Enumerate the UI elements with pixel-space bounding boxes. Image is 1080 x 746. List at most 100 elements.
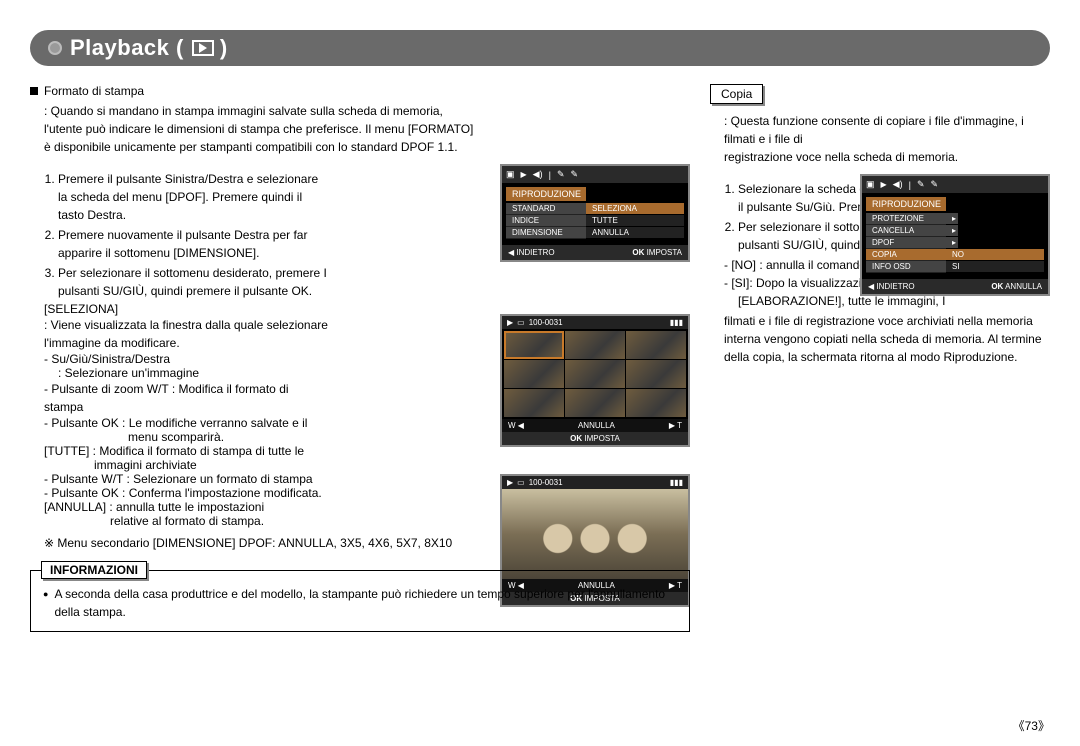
- left-steps: Premere il pulsante Sinistra/Destra e se…: [58, 170, 330, 300]
- intro-line: : Quando si mandano in stampa immagini s…: [44, 104, 443, 118]
- ok2: - Pulsante OK : Conferma l'impostazione …: [44, 486, 330, 500]
- seleziona-body: : Viene visualizzata la finestra dalla q…: [44, 316, 330, 352]
- tab-icon: ▶: [521, 170, 527, 179]
- title-text-after: ): [220, 35, 228, 61]
- lcd-thumbnails: ▶ ▭ 100-0031 ▮▮▮: [500, 314, 690, 447]
- tab-icon: ◀): [893, 179, 903, 190]
- annulla-body: relative al formato di stampa.: [110, 514, 330, 528]
- content-columns: Formato di stampa : Quando si mandano in…: [30, 84, 1050, 632]
- intro-line: registrazione voce nella scheda di memor…: [724, 150, 958, 164]
- folder-icon: ▭: [517, 318, 525, 327]
- menu-item-selected: COPIA: [866, 249, 946, 261]
- menu-item: DPOF: [866, 237, 946, 249]
- menu-value: NO: [946, 249, 1044, 261]
- info-box: INFORMAZIONI A seconda della casa produt…: [30, 570, 690, 632]
- menu-item: DIMENSIONE: [506, 227, 586, 239]
- thumbnail: [565, 389, 625, 417]
- square-bullet-icon: [30, 87, 38, 95]
- thumbnail: [626, 389, 686, 417]
- zoom-t: ▶ T: [669, 421, 682, 430]
- step: Premere nuovamente il pulsante Destra pe…: [58, 226, 330, 262]
- seleziona-label: [SELEZIONA]: [44, 302, 330, 316]
- title-text-before: Playback (: [70, 35, 184, 61]
- lcd-ok: OK IMPOSTA: [632, 248, 682, 257]
- left-intro: : Quando si mandano in stampa immagini s…: [44, 102, 690, 156]
- wt-line: - Pulsante di zoom W/T : Modifica il for…: [44, 380, 330, 416]
- annulla-label: [ANNULLA] : annulla tutte le impostazion…: [44, 500, 330, 514]
- info-tab: INFORMAZIONI: [41, 561, 147, 579]
- tab-icon: ✎: [930, 179, 938, 190]
- thumbnail: [504, 331, 564, 359]
- tutte-label: [TUTTE] : Modifica il formato di stampa …: [44, 444, 330, 458]
- menu-value: ANNULLA: [586, 227, 684, 239]
- tab-icon: ▣: [506, 169, 515, 180]
- thumbnail: [504, 360, 564, 388]
- tab-icon: ✎: [570, 169, 578, 180]
- left-heading: Formato di stampa: [30, 84, 690, 98]
- right-intro: : Questa funzione consente di copiare i …: [724, 112, 1050, 166]
- tab-icon: ✎: [557, 169, 565, 180]
- thumbnail: [626, 360, 686, 388]
- right-column: Copia : Questa funzione consente di copi…: [710, 84, 1050, 632]
- play-icon: ▶: [507, 478, 513, 487]
- step: Per selezionare il sottomenu desiderato,…: [58, 264, 330, 300]
- zoom-w: W ◀: [508, 421, 524, 430]
- lcd-back: ◀ INDIETRO: [508, 248, 555, 257]
- file-number: 100-0031: [529, 318, 563, 327]
- lcd-ok: OK ANNULLA: [991, 282, 1042, 291]
- lcd-menu-copia: ▣ ▶ ◀) | ✎ ✎ RIPRODUZIONE PROTEZIONE▸ CA…: [860, 174, 1050, 296]
- si-line3: filmati e i file di registrazione voce a…: [724, 312, 1050, 366]
- lcd-ok: OK IMPOSTA: [570, 434, 620, 443]
- menu-item: PROTEZIONE: [866, 213, 946, 225]
- thumbnail: [504, 389, 564, 417]
- play-icon: ▶: [507, 318, 513, 327]
- nav-body: : Selezionare un'immagine: [58, 366, 330, 380]
- battery-icon: ▮▮▮: [670, 318, 683, 327]
- ok-line: - Pulsante OK : Le modifiche verranno sa…: [44, 416, 330, 430]
- left-heading-text: Formato di stampa: [44, 84, 144, 98]
- annulla-label: ANNULLA: [578, 421, 615, 430]
- menu-value: SELEZIONA: [586, 203, 684, 215]
- copia-tab: Copia: [710, 84, 763, 104]
- tab-icon: |: [909, 180, 911, 190]
- lcd-heading: RIPRODUZIONE: [866, 197, 946, 211]
- page-title: Playback ( ): [70, 35, 228, 61]
- thumbnail: [626, 331, 686, 359]
- ok-body: menu scomparirà.: [128, 430, 330, 444]
- wt2: - Pulsante W/T : Selezionare un formato …: [44, 472, 330, 486]
- thumbnail: [565, 331, 625, 359]
- lcd-tabs: ▣ ▶ ◀) | ✎ ✎: [502, 166, 688, 183]
- playback-icon: [192, 40, 214, 56]
- left-column: Formato di stampa : Quando si mandano in…: [30, 84, 690, 632]
- menu-item: INDICE: [506, 215, 586, 227]
- intro-line: : Questa funzione consente di copiare i …: [724, 114, 1024, 146]
- thumbnail: [565, 360, 625, 388]
- battery-icon: ▮▮▮: [670, 478, 683, 487]
- bullet-icon: [43, 585, 48, 621]
- nav-label: - Su/Giù/Sinistra/Destra: [44, 352, 330, 366]
- info-text: A seconda della casa produttrice e del m…: [54, 585, 677, 621]
- menu-item: CANCELLA: [866, 225, 946, 237]
- menu-item: INFO OSD: [866, 261, 946, 273]
- info-bullet: A seconda della casa produttrice e del m…: [43, 585, 677, 621]
- photo-preview: [502, 489, 688, 579]
- intro-line: è disponibile unicamente per stampanti c…: [44, 140, 458, 154]
- tab-icon: |: [549, 170, 551, 180]
- lcd-heading: RIPRODUZIONE: [506, 187, 586, 201]
- tab-icon: ▣: [866, 179, 875, 190]
- thumbnail-grid: [502, 329, 688, 419]
- arrow-icon: ▸: [946, 213, 958, 225]
- menu-value: TUTTE: [586, 215, 684, 227]
- tab-icon: ✎: [917, 179, 925, 190]
- lcd-menu-dpof: ▣ ▶ ◀) | ✎ ✎ RIPRODUZIONE STANDARDSELEZI…: [500, 164, 690, 262]
- arrow-icon: ▸: [946, 225, 958, 237]
- page-number: 73: [1013, 717, 1050, 734]
- folder-icon: ▭: [517, 478, 525, 487]
- intro-line: l'utente può indicare le dimensioni di s…: [44, 122, 473, 136]
- menu-value: SI: [946, 261, 1044, 273]
- tab-icon: ▶: [881, 180, 887, 189]
- file-number: 100-0031: [529, 478, 563, 487]
- page-title-bar: Playback ( ): [30, 30, 1050, 66]
- left-steps-block: Premere il pulsante Sinistra/Destra e se…: [30, 164, 330, 528]
- tutte-body: immagini archiviate: [94, 458, 330, 472]
